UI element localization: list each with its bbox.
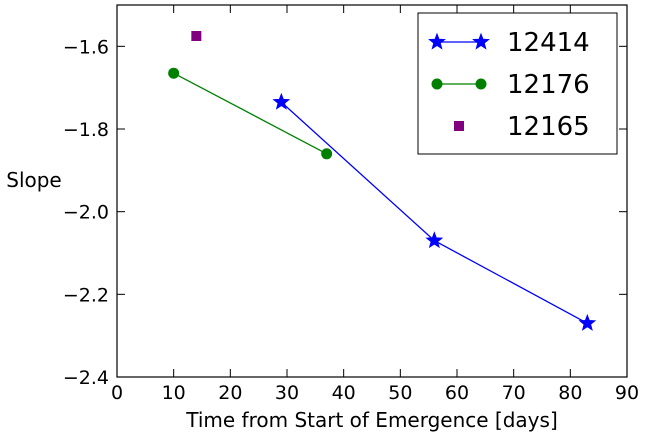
legend-marker-12165 <box>454 121 464 131</box>
data-point-12176-1 <box>321 148 333 160</box>
y-axis-label: Slope <box>6 168 62 192</box>
y-tick-label-2: −2.0 <box>63 202 109 224</box>
legend-label-12414: 12414 <box>507 28 590 58</box>
y-tick-label-3: −1.8 <box>63 119 109 141</box>
y-tick-label-1: −2.2 <box>63 284 109 306</box>
legend-marker-end-12176 <box>475 78 487 90</box>
legend-label-12165: 12165 <box>507 112 590 142</box>
data-point-12414-0 <box>272 92 291 110</box>
data-point-12414-2 <box>578 313 597 331</box>
x-tick-label-30: 30 <box>275 382 299 404</box>
x-tick-label-10: 10 <box>162 382 186 404</box>
plot-frame <box>116 4 628 378</box>
x-tick-label-90: 90 <box>615 382 639 404</box>
y-tick-label-4: −1.6 <box>63 36 109 58</box>
x-tick-label-50: 50 <box>388 382 412 404</box>
legend-marker-start-12414 <box>428 32 446 50</box>
series-12414 <box>272 92 597 331</box>
legend-marker-end-12414 <box>472 32 490 50</box>
series-12176 <box>168 67 333 160</box>
x-tick-label-20: 20 <box>218 382 242 404</box>
x-tick-label-0: 0 <box>111 382 123 404</box>
data-point-12414-1 <box>425 231 444 249</box>
x-tick-label-60: 60 <box>445 382 469 404</box>
x-tick-label-80: 80 <box>558 382 582 404</box>
data-layer <box>168 31 597 331</box>
x-tick-label-40: 40 <box>332 382 356 404</box>
y-tick-label-0: −2.4 <box>63 367 109 389</box>
data-point-12165-0 <box>191 31 202 41</box>
legend-label-12176: 12176 <box>507 70 590 100</box>
ticks-layer: 0 10 20 30 40 50 60 70 80 90 −2.4 −2.2 −2.0 −1.8 −1.6 <box>63 5 639 404</box>
data-point-12176-0 <box>168 67 180 79</box>
x-tick-label-70: 70 <box>502 382 526 404</box>
legend-marker-start-12176 <box>431 78 443 90</box>
legend: 12414 12176 12165 <box>417 12 618 155</box>
series-12165 <box>191 31 202 41</box>
series-line-12176 <box>173 72 327 155</box>
x-axis-label: Time from Start of Emergence [days] <box>185 408 558 432</box>
